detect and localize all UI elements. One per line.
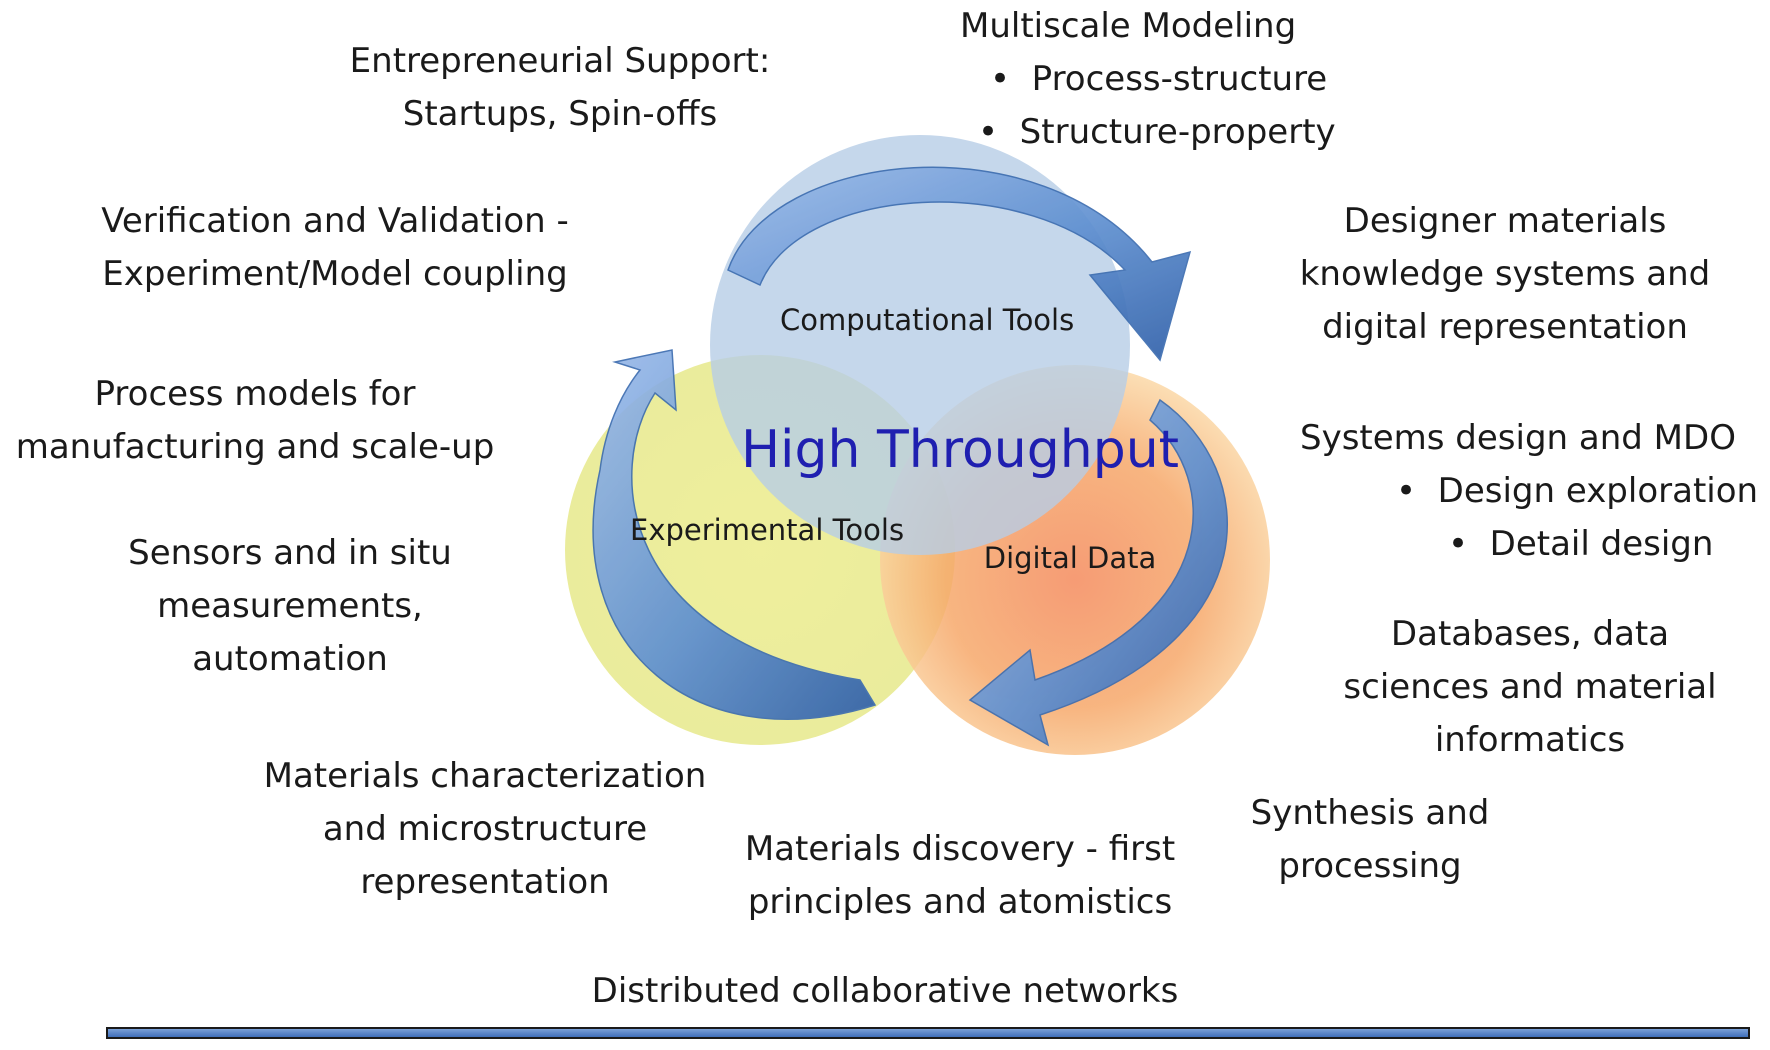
sensors-line-1: Sensors and in situ [128, 533, 452, 573]
multiscale-bullet-2: Structure-property [960, 106, 1370, 159]
distributed-networks-label: Distributed collaborative networks [560, 965, 1210, 1018]
entrepreneurial-line-2: Startups, Spin-offs [402, 94, 718, 134]
bottom-bar [106, 1027, 1750, 1039]
systems-design-label: Systems design and MDO Design exploratio… [1300, 412, 1760, 571]
characterization-line-1: Materials characterization [263, 756, 707, 796]
digital-line-1: Digital Data [983, 541, 1157, 575]
characterization-line-2: and microstructure [322, 809, 648, 849]
systems-design-bullet-2: Detail design [1300, 518, 1760, 571]
arrow-top [727, 166, 1192, 362]
verification-line-2: Experiment/Model coupling [102, 254, 568, 294]
entrepreneurial-line-1: Entrepreneurial Support: [349, 41, 771, 81]
designer-materials-label: Designer materials knowledge systems and… [1270, 195, 1740, 354]
process-models-label: Process models for manufacturing and sca… [0, 368, 510, 474]
computational-circle [710, 135, 1130, 555]
center-title: High Throughput [740, 420, 1180, 480]
multiscale-title: Multiscale Modeling [960, 6, 1297, 46]
designer-line-1: Designer materials [1343, 201, 1667, 241]
sensors-line-3: automation [192, 639, 388, 679]
process-models-line-2: manufacturing and scale-up [15, 427, 495, 467]
designer-line-3: digital representation [1322, 307, 1688, 347]
verification-validation-label: Verification and Validation - Experiment… [70, 195, 600, 301]
systems-design-bullet-1: Design exploration [1300, 465, 1760, 518]
experimental-tools-label: Experimental Tools [630, 507, 904, 553]
experimental-line-2: Tools [832, 513, 905, 547]
synthesis-line-1: Synthesis and [1250, 793, 1490, 833]
multiscale-modeling-label: Multiscale Modeling Process-structure St… [960, 0, 1370, 159]
discovery-line-1: Materials discovery - first [744, 829, 1176, 869]
databases-label: Databases, data sciences and material in… [1320, 608, 1740, 767]
synthesis-processing-label: Synthesis and processing [1225, 787, 1515, 893]
entrepreneurial-support-label: Entrepreneurial Support: Startups, Spin-… [330, 35, 790, 141]
process-models-line-1: Process models for [94, 374, 416, 414]
arrow-left [592, 349, 877, 720]
verification-line-1: Verification and Validation - [101, 201, 569, 241]
computational-line-1: Computational [780, 303, 994, 337]
experimental-line-1: Experimental [630, 513, 824, 547]
databases-line-3: informatics [1434, 720, 1626, 760]
sensors-label: Sensors and in situ measurements, automa… [110, 527, 470, 686]
systems-design-title: Systems design and MDO [1300, 418, 1736, 458]
materials-discovery-label: Materials discovery - first principles a… [730, 823, 1190, 929]
arrow-right [968, 398, 1229, 747]
designer-line-2: knowledge systems and [1299, 254, 1711, 294]
computational-line-2: Tools [1002, 303, 1075, 337]
computational-tools-label: Computational Tools [780, 297, 1074, 343]
databases-line-2: sciences and material [1343, 667, 1717, 707]
synthesis-line-2: processing [1278, 846, 1462, 886]
databases-line-1: Databases, data [1390, 614, 1670, 654]
sensors-line-2: measurements, [157, 586, 423, 626]
discovery-line-2: principles and atomistics [747, 882, 1173, 922]
networks-line-1: Distributed collaborative networks [591, 971, 1179, 1011]
characterization-label: Materials characterization and microstru… [245, 750, 725, 909]
multiscale-bullet-1: Process-structure [960, 53, 1370, 106]
digital-data-label: Digital Data [950, 535, 1190, 581]
characterization-line-3: representation [360, 862, 610, 902]
